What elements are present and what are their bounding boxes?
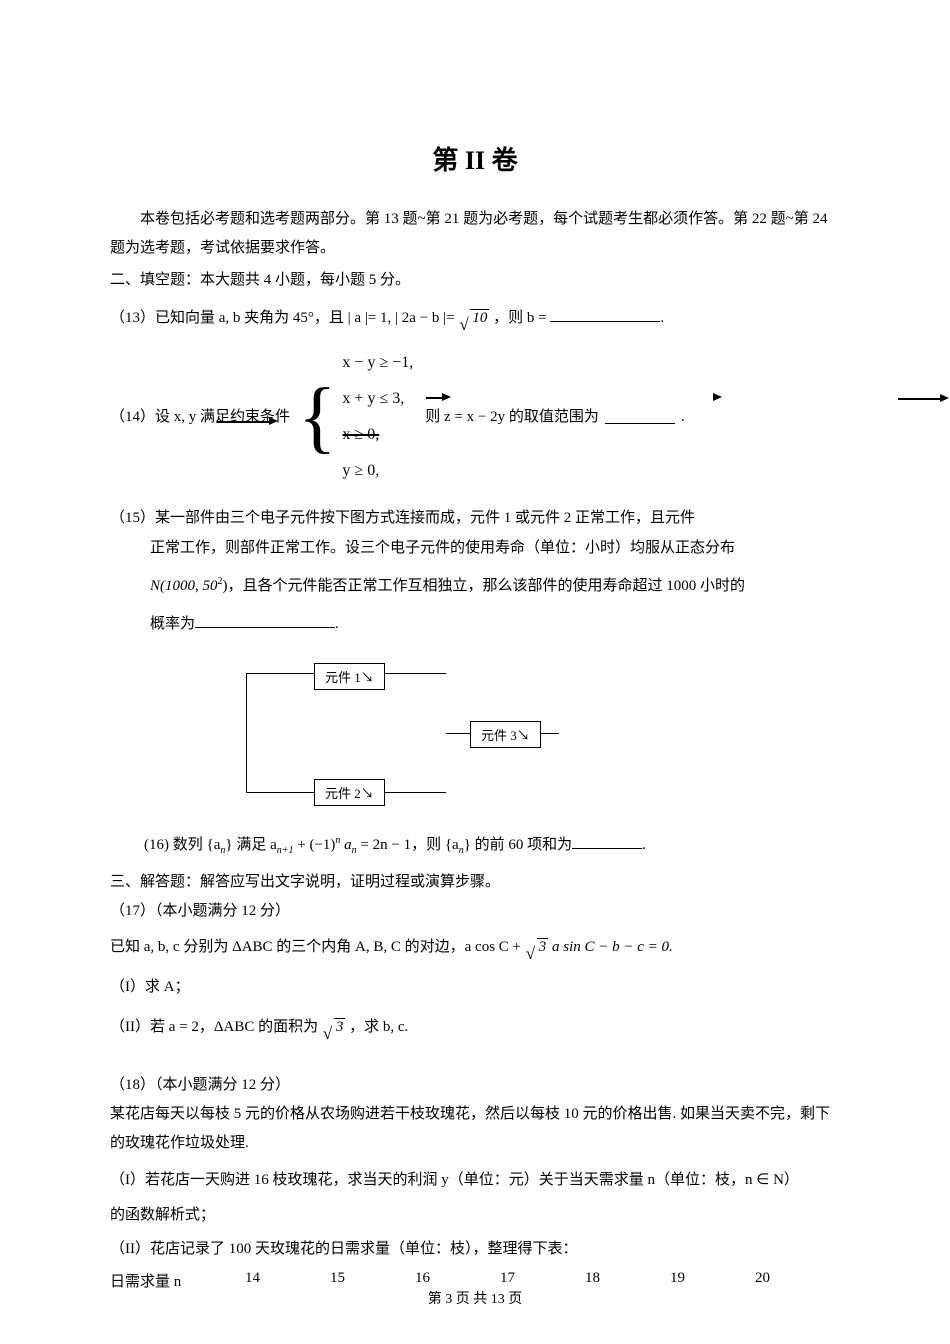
- q17-body-pre: 已知 a, b, c 分别为 ΔABC 的三个内角 A, B, C 的对边，a …: [110, 939, 525, 955]
- question-14: （14）设 x, y 满足约束条件 { x − y ≥ −1, x + y ≤ …: [110, 347, 840, 487]
- q14-system: x − y ≥ −1, x + y ≤ 3, x ≥ 0, y ≥ 0,: [342, 347, 413, 487]
- question-15-line4: 概率为.: [150, 609, 840, 639]
- annotation-line-1: [217, 421, 269, 423]
- q14-lead: （14）设 x, y 满足约束条件: [110, 402, 290, 432]
- question-15-line3: N(1000, 502)，且各个元件能否正常工作互相独立，那么该部件的使用寿命超…: [150, 571, 840, 601]
- circuit-diagram: 元件 1↘ 元件 2↘ 元件 3↘: [240, 663, 560, 813]
- q17-ii-sqrt: 3: [334, 1018, 346, 1035]
- q17-body-post: a sin C − b − c = 0.: [552, 939, 673, 955]
- q13-sqrt: 10: [470, 309, 489, 326]
- q16-pre: (16) 数列: [144, 837, 207, 853]
- q16-sub-n2: n: [352, 845, 357, 856]
- circuit-outer-wire: [246, 673, 446, 793]
- brace-l-icon: {a: [207, 837, 221, 853]
- brace-icon: {: [298, 383, 336, 451]
- annotation-line-2: [426, 397, 446, 399]
- question-17-head: （17）（本小题满分 12 分）: [110, 896, 840, 926]
- q16-mid4: = 2n − 1，则: [360, 837, 444, 853]
- q13-blank: [550, 307, 660, 322]
- intro-paragraph: 本卷包括必考题和选考题两部分。第 13 题~第 21 题为必考题，每个试题考生都…: [110, 205, 840, 262]
- component-2: 元件 2↘: [314, 779, 385, 806]
- q15-prob-label: 概率为: [150, 616, 195, 632]
- q17-sqrt: 3: [537, 938, 549, 955]
- question-18-i-tail: 的函数解析式；: [110, 1201, 840, 1230]
- arrowhead-icon: [713, 393, 722, 401]
- arrowhead-icon: [269, 417, 278, 425]
- question-15-line2: 正常工作，则部件正常工作。设三个电子元件的使用寿命（单位：小时）均服从正态分布: [150, 533, 840, 563]
- question-18-i: （I）若花店一天购进 16 枝玫瑰花，求当天的利润 y（单位：元）关于当天需求量…: [110, 1165, 840, 1195]
- component-3: 元件 3↘: [470, 721, 541, 748]
- q14-sys-l3: x ≥ 0,: [342, 419, 413, 451]
- question-17-i: （I）求 A；: [110, 972, 840, 1002]
- q16-mid2: + (−1): [297, 837, 335, 853]
- question-18-head: （18）（本小题满分 12 分）: [110, 1070, 840, 1100]
- question-17-body: 已知 a, b, c 分别为 ΔABC 的三个内角 A, B, C 的对边，a …: [110, 932, 840, 962]
- q14-sys-l1: x − y ≥ −1,: [342, 347, 413, 379]
- q14-blank: [605, 409, 675, 424]
- q15-dist-post: )，且各个元件能否正常工作互相独立，那么该部件的使用寿命超过 1000 小时的: [223, 578, 746, 594]
- section3-heading: 三、解答题：解答应写出文字说明，证明过程或演算步骤。: [110, 868, 840, 897]
- q15-dist-pre: N(1000, 50: [150, 578, 218, 594]
- q14-mid: 则 z = x − 2y 的取值范围为: [425, 402, 599, 432]
- question-18-body1: 某花店每天以每枝 5 元的价格从农场购进若干枝玫瑰花，然后以每枝 10 元的价格…: [110, 1100, 840, 1157]
- q17-ii-pre: （II）若 a = 2，ΔABC 的面积为: [110, 1019, 322, 1035]
- brace-r-icon: }: [225, 837, 232, 853]
- circuit-wire: [446, 733, 470, 734]
- q17-ii-post: ，求 b, c.: [349, 1019, 408, 1035]
- component-1: 元件 1↘: [314, 663, 385, 690]
- question-16: (16) 数列 {an} 满足 an+1 + (−1)n an = 2n − 1…: [144, 833, 840, 856]
- q13-tail: ，则 b =: [493, 310, 550, 326]
- q16-mid3: a: [344, 837, 352, 853]
- q16-sup-n: n: [335, 835, 340, 846]
- section2-heading: 二、填空题：本大题共 4 小题，每小题 5 分。: [110, 266, 840, 295]
- question-15-line1: （15）某一部件由三个电子元件按下图方式连接而成，元件 1 或元件 2 正常工作…: [110, 503, 840, 533]
- question-18-ii: （II）花店记录了 100 天玫瑰花的日需求量（单位：枝），整理得下表：: [110, 1234, 840, 1264]
- brace-r2-icon: }: [464, 837, 471, 853]
- q14-sys-l2: x + y ≤ 3,: [342, 383, 413, 415]
- q16-sub-np1: n+1: [277, 845, 294, 856]
- q15-blank: [195, 613, 335, 628]
- q16-blank: [572, 834, 642, 849]
- brace-l2-icon: {a: [445, 837, 459, 853]
- q16-mid1: 满足 a: [236, 837, 276, 853]
- page-footer: 第 3 页 共 13 页: [0, 1288, 950, 1308]
- q13-text: （13）已知向量 a, b 夹角为 45°，且 | a |= 1, | 2a −…: [110, 310, 458, 326]
- q16-tail: 的前 60 项和为: [475, 837, 573, 853]
- page-title: 第 II 卷: [110, 140, 840, 177]
- question-17-ii: （II）若 a = 2，ΔABC 的面积为 3 ，求 b, c.: [110, 1012, 840, 1042]
- question-13: （13）已知向量 a, b 夹角为 45°，且 | a |= 1, | 2a −…: [110, 303, 840, 333]
- q14-sys-l4: y ≥ 0,: [342, 455, 413, 487]
